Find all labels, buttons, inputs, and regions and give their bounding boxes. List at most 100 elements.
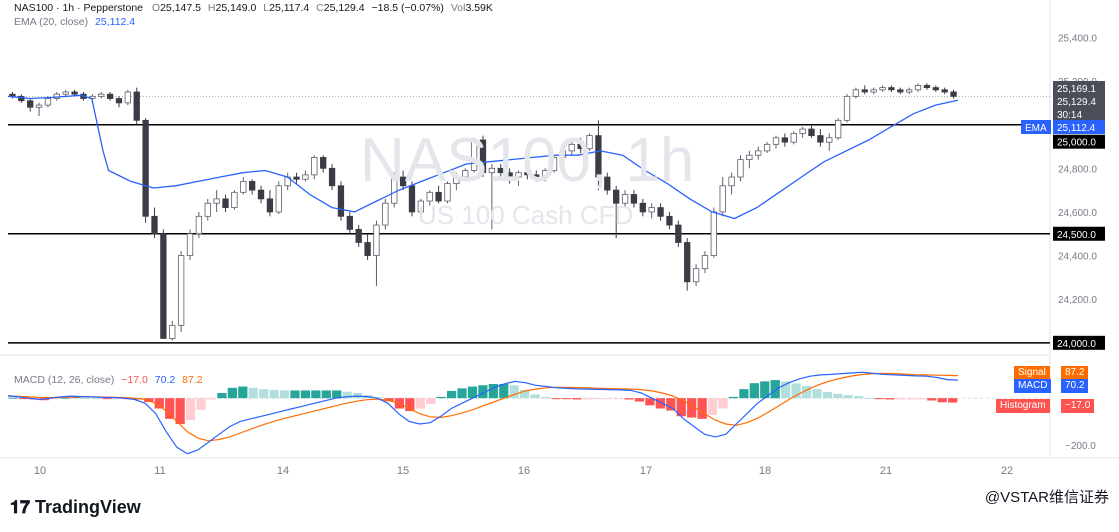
ema-legend[interactable]: EMA (20, close) 25,112.4 (14, 16, 135, 29)
price-axis[interactable]: 25,400.025,200.024,800.024,600.024,400.0… (1021, 33, 1105, 350)
candle-body (222, 198, 229, 208)
histogram-bar (791, 383, 801, 399)
ema-legend-label: EMA (20, close) (14, 16, 89, 28)
level-24500-tag-bg (1053, 226, 1105, 241)
candle-body (737, 159, 744, 178)
signal-line (7, 372, 959, 442)
histogram-bar (687, 398, 697, 418)
candle-body (142, 119, 149, 217)
candle-body (444, 183, 451, 202)
candle-body (550, 157, 558, 171)
candle-body (888, 87, 895, 91)
candle-body (755, 150, 762, 156)
candlestick-series (9, 83, 957, 341)
histogram-bar (885, 398, 895, 400)
histogram-bar (332, 390, 342, 399)
candle-body (435, 191, 442, 202)
candle-body (932, 87, 939, 91)
candle-body (701, 255, 709, 270)
candle-body (249, 181, 256, 191)
histogram-bar (165, 398, 175, 419)
candle-body (169, 324, 176, 339)
level-24000-tag: 24,000.0 (1057, 339, 1096, 350)
ema-line (7, 94, 959, 220)
time-tick-label: 18 (759, 465, 771, 477)
level-25000-tag-bg (1053, 134, 1105, 149)
tradingview-logo[interactable]: 𝟏𝟕 TradingView (10, 497, 141, 518)
candle-body (186, 233, 194, 256)
candle-body (160, 233, 167, 339)
candle-body (799, 128, 806, 134)
candle-body (906, 89, 913, 93)
histogram-bar (854, 396, 864, 399)
candle-body (666, 215, 673, 226)
time-tick-label: 17 (640, 465, 652, 477)
candle-body (826, 137, 833, 143)
candle-body (861, 89, 868, 93)
time-tick-label: 14 (277, 465, 289, 477)
histogram-bar (833, 393, 843, 399)
histogram-bar (499, 383, 509, 399)
candle-body (568, 143, 575, 152)
macd-axis-tick: −200.0 (1065, 441, 1096, 452)
candle-body (177, 255, 185, 326)
candle-body (399, 176, 407, 187)
histogram-bar (895, 398, 906, 400)
histogram-bar (321, 390, 331, 399)
histogram-bar (937, 398, 947, 403)
candle-body (106, 93, 114, 99)
candle-body (613, 189, 620, 204)
time-axis[interactable]: 10 11 14 15 16 17 18 21 22 (34, 465, 1013, 477)
macd-legend[interactable]: MACD (12, 26, close) −17.0 70.2 87.2 (14, 374, 203, 387)
candle-body (648, 207, 655, 213)
macd-pane (7, 371, 1050, 455)
candle-body (488, 167, 496, 174)
histogram-bar (405, 398, 415, 412)
candle-body (595, 135, 602, 178)
open-label: O (151, 2, 161, 14)
histogram-bar (624, 398, 634, 400)
symbol-header: NAS100 · 1h · Pepperstone O25,147.5 H25,… (14, 2, 493, 15)
candle-body (657, 207, 664, 217)
candle-body (293, 176, 300, 180)
histogram-bar (436, 396, 446, 399)
histogram-bar (561, 398, 572, 400)
candle-body (630, 194, 638, 204)
histogram-bar (676, 398, 686, 417)
histogram-bar (112, 398, 123, 400)
horizontal-levels[interactable] (8, 123, 1050, 344)
candle-body (151, 215, 158, 235)
histogram-tag-value: −17.0 (1061, 399, 1095, 413)
candle-body (941, 89, 948, 93)
histogram-bar (801, 386, 812, 399)
histogram-bar (781, 381, 791, 399)
level-24000-tag-bg (1053, 335, 1105, 350)
macd-legend-histogram: −17.0 (121, 374, 148, 386)
histogram-bar (206, 398, 217, 400)
candle-body (763, 143, 771, 152)
signal-tag-value: 87.2 (1061, 366, 1089, 380)
macd-legend-macd: 70.2 (154, 374, 176, 386)
histogram-bar (634, 398, 645, 402)
candle-body (204, 202, 211, 217)
histogram-bar (655, 398, 665, 409)
candle-body (497, 167, 504, 174)
candle-body (328, 167, 336, 187)
last-high-tag: 25,169.1 (1057, 84, 1096, 95)
candle-body (692, 268, 700, 283)
candle-body (506, 172, 513, 178)
histogram-bar (822, 391, 833, 399)
price-tick-label: 24,400.0 (1058, 252, 1097, 263)
last-close-tag: 25,129.4 (1057, 97, 1096, 108)
time-tick-label: 16 (518, 465, 530, 477)
candle-body (98, 93, 105, 97)
histogram-bar (770, 380, 780, 399)
histogram-bar (446, 390, 457, 399)
histogram-tag-label: Histogram (996, 399, 1050, 413)
histogram-bar (18, 398, 29, 400)
histogram-bar (300, 390, 311, 399)
candle-body (533, 174, 540, 178)
symbol-line[interactable]: NAS100 · 1h · Pepperstone (14, 2, 143, 14)
price-tick-label: 25,400.0 (1058, 33, 1097, 44)
